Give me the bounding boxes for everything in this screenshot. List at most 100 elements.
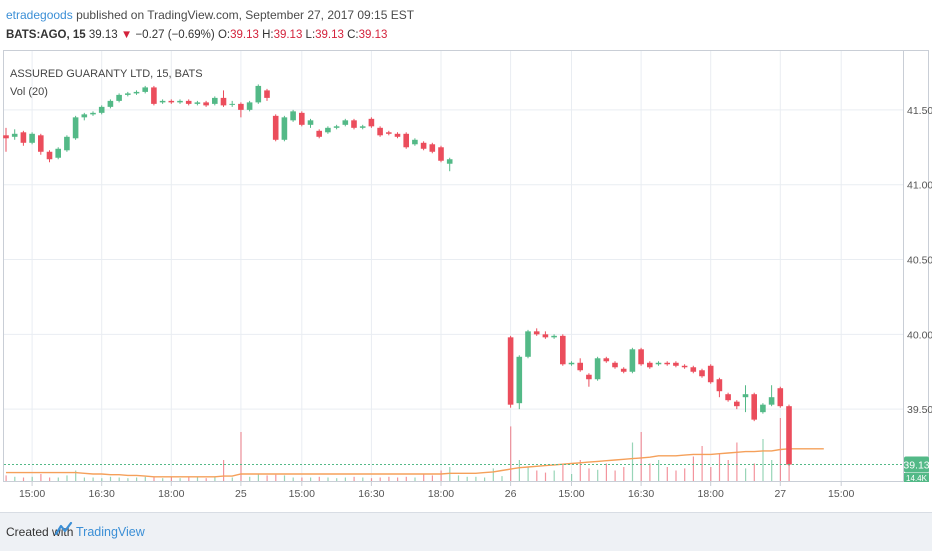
volume-bar — [196, 477, 199, 481]
candle-body — [525, 331, 531, 357]
publisher-line: etradegoods published on TradingView.com… — [6, 8, 414, 22]
volume-tag: 14.4K — [904, 473, 929, 483]
time-axis[interactable]: 15:00 16:30 18:00 25 15:00 16:30 18:00 26 15:00 1… — [19, 481, 855, 500]
volume-bar — [327, 477, 329, 481]
low-value: 39.13 — [315, 29, 344, 41]
candle-body — [594, 358, 601, 380]
volume-bar — [22, 477, 25, 481]
volume-bar — [701, 446, 703, 481]
open-value: 39.13 — [230, 29, 259, 41]
last-price: 39.13 — [88, 29, 118, 41]
tradingview-logo-icon[interactable] — [54, 521, 73, 541]
candle-body — [264, 90, 270, 98]
volume-bar — [727, 460, 729, 481]
volume-bar — [649, 463, 651, 481]
volume-bar — [466, 476, 468, 481]
candle-body — [81, 114, 88, 118]
candle-body — [664, 362, 670, 365]
down-arrow-icon: ▼ — [120, 29, 133, 41]
volume-bar — [14, 476, 16, 481]
candle-body — [699, 370, 705, 377]
candle-body — [299, 112, 305, 125]
volume-bar — [75, 470, 77, 481]
chart-area[interactable]: 39.50 40.00 40.50 41.00 41.50 15:00 16:30 18:0… — [0, 50, 932, 512]
candle-body — [577, 362, 583, 371]
candle-body — [316, 130, 322, 137]
volume-bar — [544, 472, 547, 481]
volume-bar — [666, 467, 668, 481]
volume-bar — [301, 477, 303, 481]
candle-body — [359, 126, 366, 128]
candle-body — [168, 100, 175, 103]
volume-bar — [771, 460, 773, 481]
volume-bar — [501, 476, 503, 481]
volume-bar — [5, 475, 7, 481]
candle-body — [11, 133, 18, 137]
volume-bar — [718, 453, 721, 481]
volume-bar — [57, 477, 59, 481]
price-tick-label: 41.50 — [907, 105, 932, 117]
candles — [3, 84, 792, 467]
author-link[interactable]: etradegoods — [6, 8, 73, 22]
volume-bar — [710, 467, 712, 481]
volume-bar — [66, 475, 68, 481]
volume-bar — [518, 460, 520, 481]
time-tick-label: 16:30 — [89, 488, 115, 500]
time-tick-label: 15:00 — [19, 488, 45, 500]
volume-bar — [658, 460, 660, 481]
volume-bar — [144, 476, 146, 481]
time-tick-label: 16:30 — [358, 488, 384, 500]
volume-bar — [623, 467, 625, 481]
close-label: C: — [347, 29, 359, 41]
tradingview-brand-link[interactable]: TradingView — [76, 525, 145, 539]
candle-body — [3, 135, 9, 139]
volume-bar — [344, 477, 346, 481]
candlestick-chart[interactable]: 39.50 40.00 40.50 41.00 41.50 15:00 16:30 18:0… — [0, 50, 932, 512]
candle-body — [29, 133, 35, 143]
candle-body — [333, 126, 340, 128]
volume-bar — [388, 476, 390, 481]
candle-body — [142, 87, 148, 92]
candle-body — [307, 120, 314, 125]
candle-body — [246, 102, 253, 110]
candle-body — [272, 115, 279, 140]
volume-bar — [475, 476, 477, 481]
volume-bar — [597, 469, 599, 481]
candle-body — [377, 127, 383, 136]
candle-body — [690, 367, 697, 372]
candle-body — [655, 362, 662, 365]
last-price-tag: 39.13 — [903, 456, 930, 473]
candle-body — [420, 142, 427, 149]
candle-body — [351, 120, 357, 128]
close-value: 39.13 — [358, 29, 388, 41]
volume-bar — [431, 475, 433, 481]
candle-body — [681, 365, 688, 368]
volume-bar — [614, 470, 616, 481]
volume-tag-bg — [904, 473, 929, 482]
candle-body — [90, 112, 96, 115]
candle-body — [220, 97, 227, 106]
candle-body — [64, 136, 70, 151]
candle-body — [560, 335, 566, 365]
volume-ma-line — [6, 448, 824, 478]
candle-body — [707, 365, 714, 383]
volume-bar — [136, 477, 138, 481]
candle-body — [116, 94, 122, 101]
volume-bar — [83, 477, 85, 481]
volume-bar — [162, 478, 164, 481]
price-axis[interactable]: 39.50 40.00 40.50 41.00 41.50 — [907, 105, 932, 416]
candle-body — [125, 93, 131, 95]
price-tick-label: 40.50 — [907, 255, 932, 267]
candle-body — [742, 394, 749, 398]
volume-bar — [492, 468, 494, 481]
time-tick-label: 26 — [505, 488, 517, 500]
volume-bar — [214, 476, 216, 481]
symbol-label: BATS:AGO, 15 — [6, 29, 86, 41]
volume-bar — [31, 476, 33, 481]
volume-bar — [423, 474, 425, 481]
candle-body — [98, 106, 105, 113]
candle-body — [194, 102, 201, 104]
instrument-legend: ASSURED GUARANTY LTD, 15, BATS — [10, 68, 203, 80]
time-tick-label: 16:30 — [628, 488, 654, 500]
candle-body — [159, 100, 166, 103]
